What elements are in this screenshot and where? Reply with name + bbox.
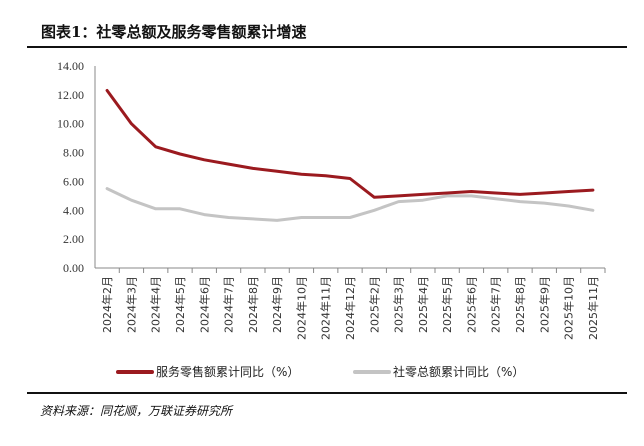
x-tick-label: 2025年3月 [392,276,406,333]
y-tick-label: 14.00 [57,59,84,73]
x-tick-label: 2024年6月 [197,276,211,333]
x-tick-label: 2024年10月 [294,276,308,340]
x-tick-label: 2025年5月 [440,276,454,333]
x-tick-label: 2024年12月 [343,276,357,340]
series-line-service-retail [105,89,595,199]
legend-label: 社零总额累计同比（%） [393,364,524,379]
y-tick-label: 8.00 [63,146,84,160]
x-tick-label: 2024年5月 [173,276,187,333]
x-tick-label: 2025年10月 [562,276,576,340]
x-tick-label: 2025年4月 [416,276,430,333]
chart-series [105,89,595,222]
y-tick-label: 12.00 [57,88,84,102]
y-tick-label: 10.00 [57,117,84,131]
x-tick-label: 2024年4月 [149,276,163,333]
x-tick-label: 2024年8月 [246,276,260,333]
x-tick-label: 2025年6月 [464,276,478,333]
title-rule [27,46,627,48]
y-tick-label: 6.00 [63,174,84,188]
x-tick-label: 2024年11月 [319,276,333,340]
x-tick-label: 2024年7月 [222,276,236,333]
x-tick-label: 2025年11月 [586,276,600,340]
title-bar: 图表1：社零总额及服务零售额累计增速 [27,18,627,46]
x-tick-label: 2024年3月 [124,276,138,333]
y-tick-label: 0.00 [63,261,84,275]
x-tick-label: 2025年9月 [537,276,551,333]
x-tick-label: 2024年9月 [270,276,284,333]
bottom-rule [27,392,627,394]
chart-legend: 服务零售额累计同比（%） 社零总额累计同比（%） [116,364,524,379]
y-tick-label: 2.00 [63,232,84,246]
chart-title: 图表1：社零总额及服务零售额累计增速 [41,23,307,41]
x-tick-label: 2025年8月 [513,276,527,333]
x-tick-label: 2024年2月 [100,276,114,333]
x-tick-label: 2025年2月 [367,276,381,333]
x-tick-label: 2025年7月 [489,276,503,333]
legend-label: 服务零售额累计同比（%） [156,364,299,379]
chart-axes: 0.00 2.00 4.00 6.00 8.00 10.00 12.00 14.00 2024年… [57,59,606,340]
y-tick-label: 4.00 [63,203,84,217]
source-note: 资料来源：同花顺，万联证券研究所 [40,404,233,418]
